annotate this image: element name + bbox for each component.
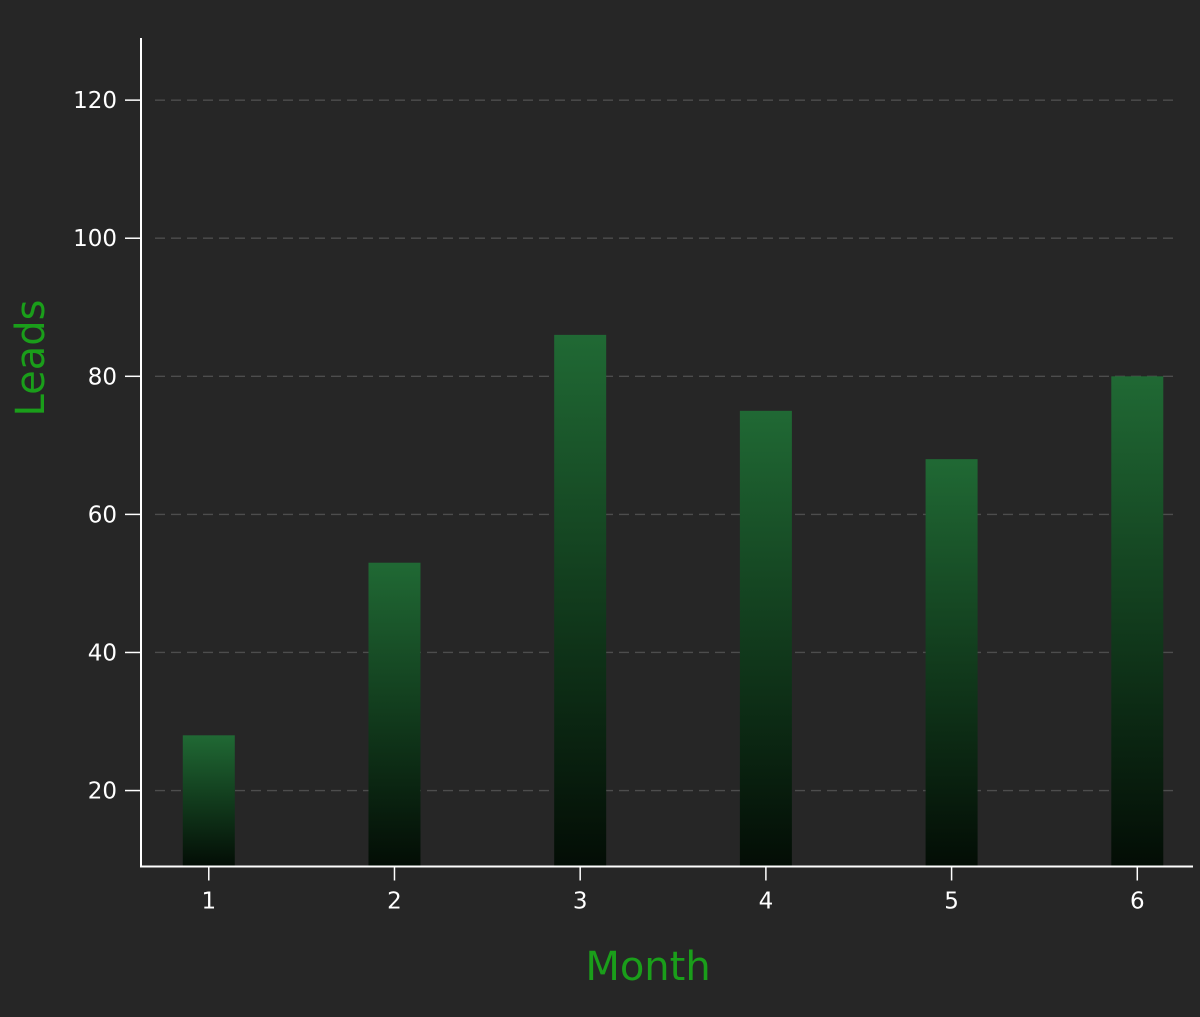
x-tick-label: 1 [201,889,216,915]
y-tick-label: 20 [88,779,117,805]
axes [140,38,1193,868]
bar [554,334,607,867]
y-axis-title: Leads [8,300,54,417]
y-tick-label: 80 [88,364,117,390]
x-axis-title: Month [585,944,710,990]
x-tick-label: 6 [1130,889,1145,915]
bar [1111,376,1164,867]
bar [739,410,792,867]
x-tick-label: 2 [387,889,402,915]
x-tick-label: 4 [759,889,774,915]
bar [368,562,421,867]
x-ticks: 1 2 3 4 5 6 [201,866,1145,915]
x-tick-label: 5 [944,889,959,915]
x-tick-label: 3 [573,889,588,915]
bar [925,459,978,867]
bar [182,735,235,867]
y-tick-label: 40 [88,640,117,666]
y-tick-label: 120 [73,88,117,114]
y-ticks: 20 40 60 80 100 120 [73,88,141,805]
y-tick-label: 100 [73,226,117,252]
bars [182,334,1164,867]
gridlines [155,99,1179,792]
y-tick-label: 60 [88,502,117,528]
